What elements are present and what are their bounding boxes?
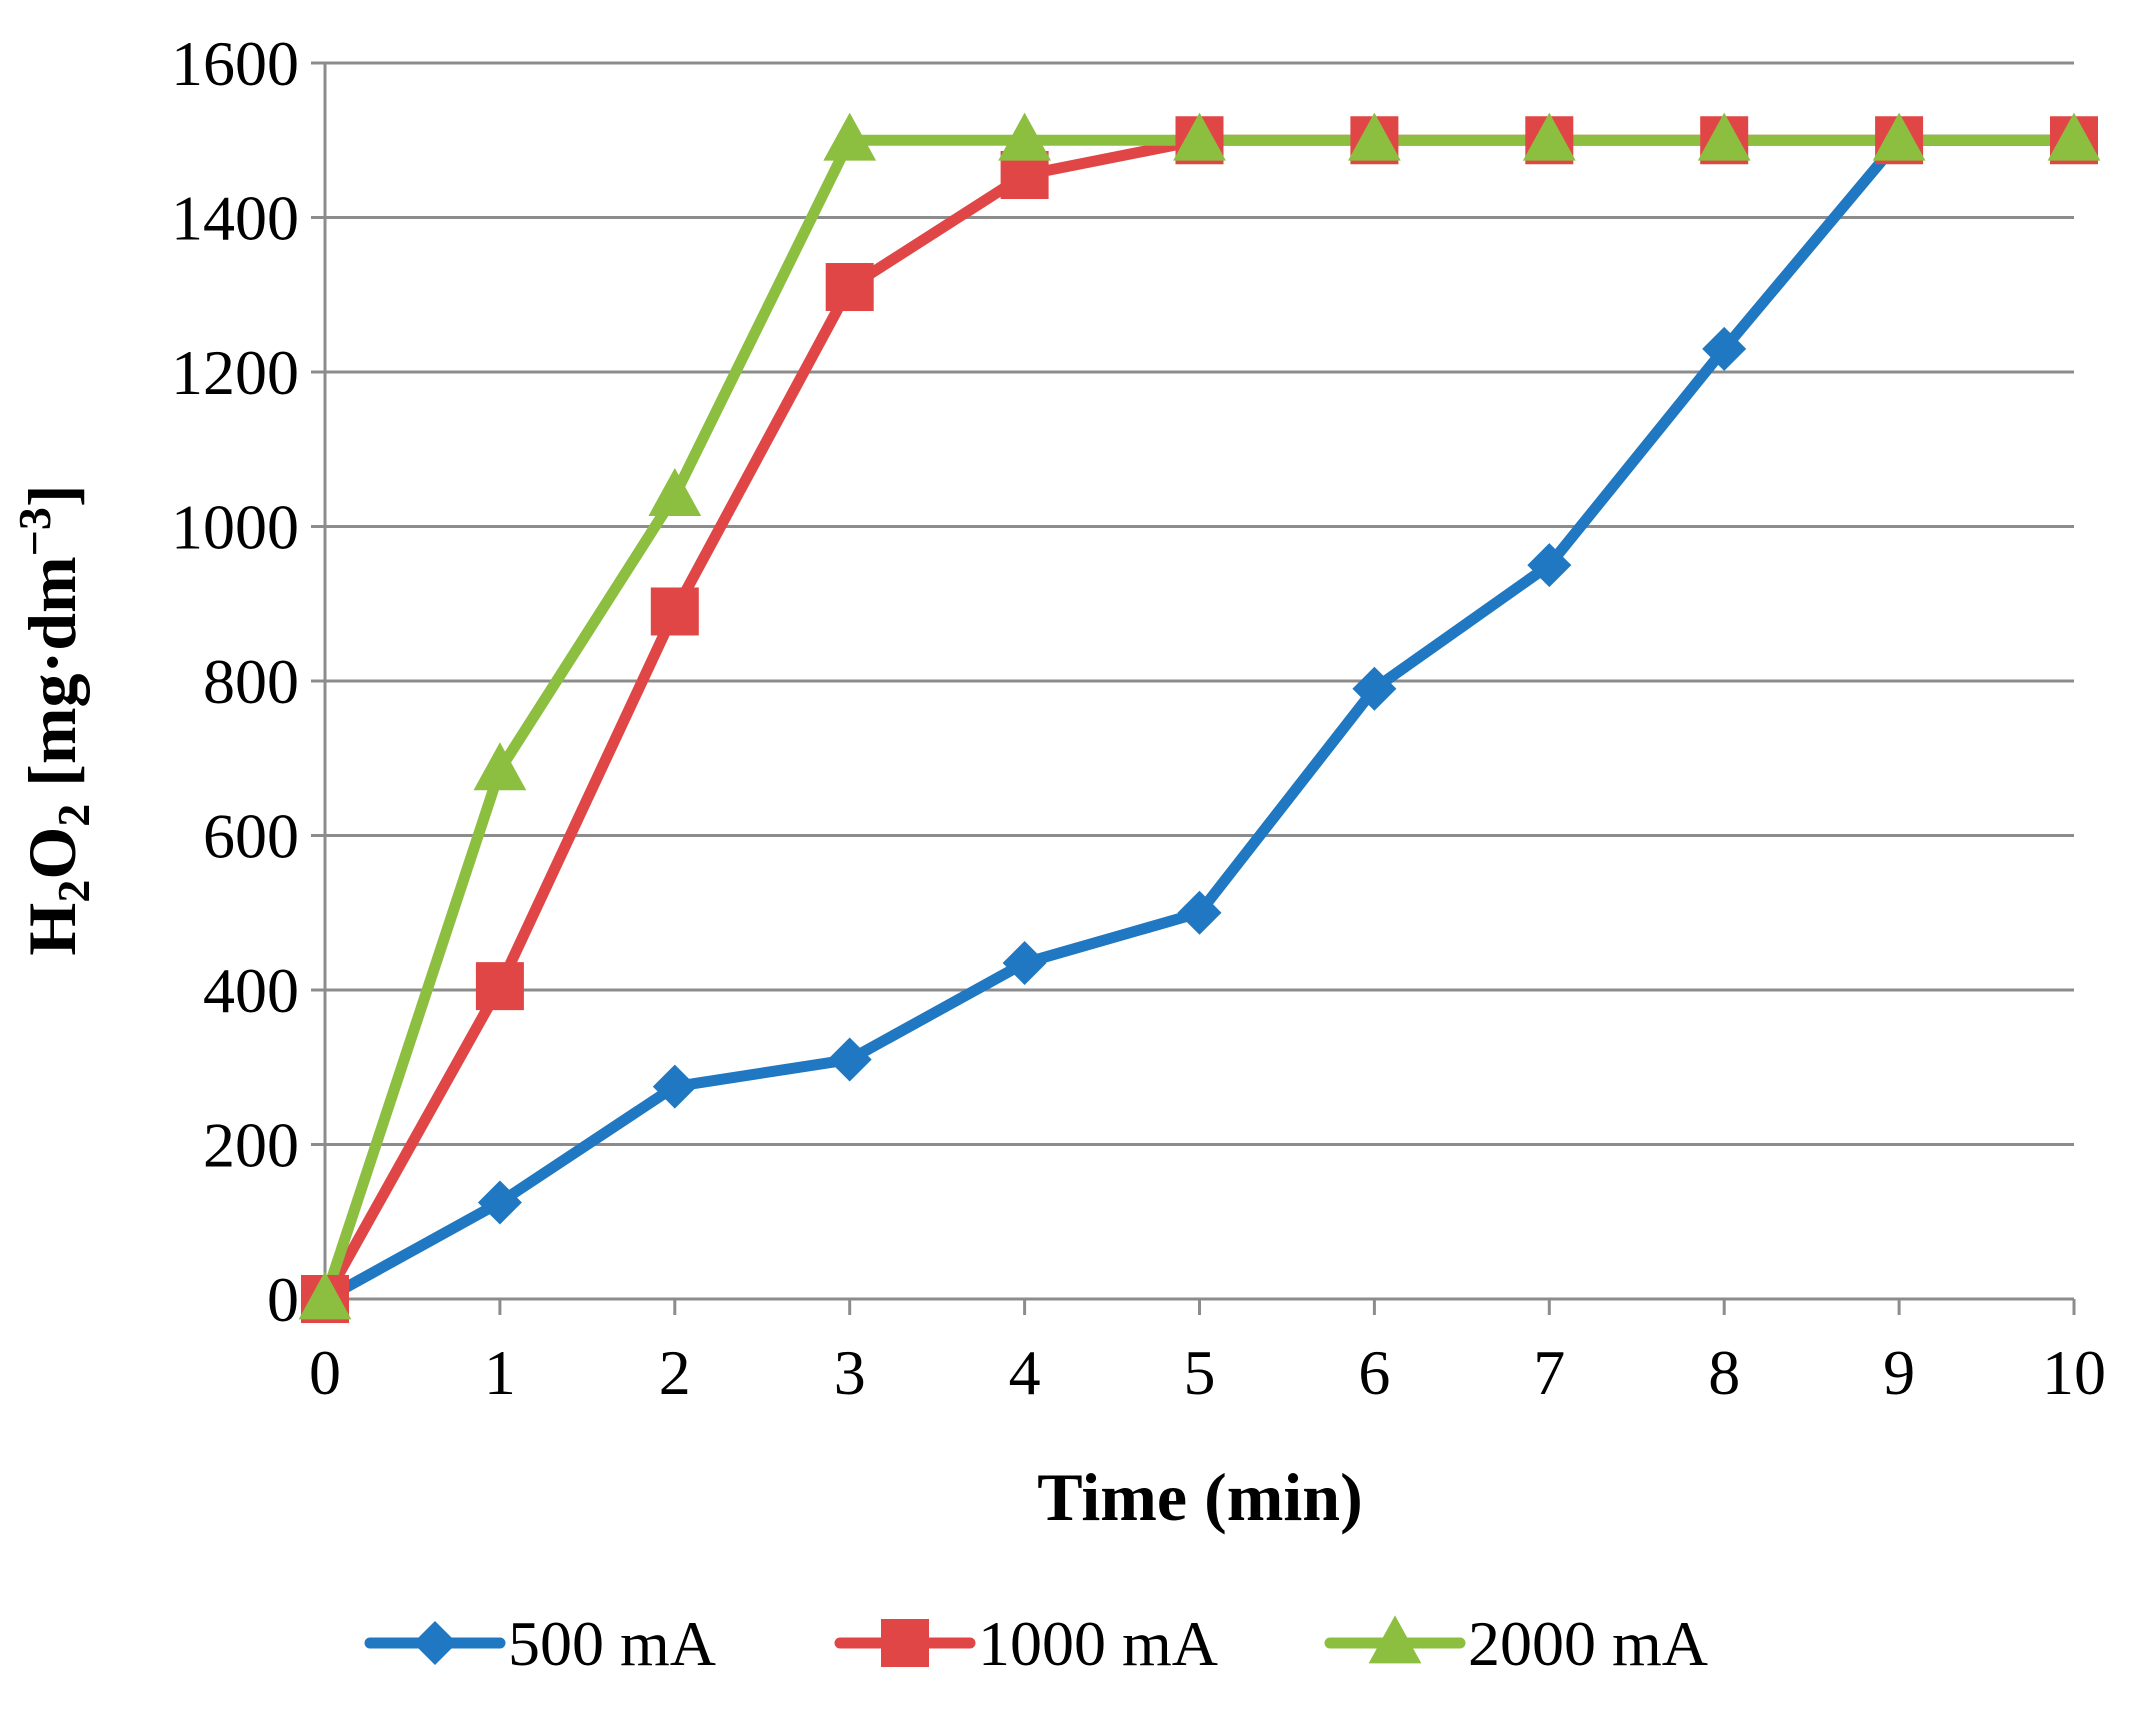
- point-2000-ma-9: [1872, 112, 1926, 161]
- point-500-ma-4: [1002, 940, 1047, 985]
- y-axis-title: H2O2 [mg·dm−3]: [9, 484, 99, 955]
- series-markers: [298, 112, 2101, 1323]
- series-line-500-ma: [319, 134, 2080, 1305]
- x-tick-label-7: 7: [1533, 1337, 1565, 1408]
- point-1000-ma-2: [650, 587, 699, 636]
- y-tick-label-400: 400: [203, 955, 299, 1026]
- point-2000-ma-8: [1697, 112, 1751, 161]
- x-tick-label-0: 0: [309, 1337, 341, 1408]
- series-lines: [319, 134, 2080, 1305]
- legend-label-2000-ma: 2000 mA: [1468, 1608, 1708, 1679]
- y-tick-label-800: 800: [203, 646, 299, 717]
- y-tick-label-1600: 1600: [171, 28, 299, 99]
- point-1000-ma-3: [825, 263, 874, 312]
- point-2000-ma-7: [1522, 112, 1576, 161]
- x-tick-label-5: 5: [1184, 1337, 1216, 1408]
- x-tick-label-4: 4: [1009, 1337, 1041, 1408]
- point-500-ma-6: [1352, 666, 1397, 711]
- point-500-ma-1: [477, 1180, 522, 1225]
- y-tick-label-1200: 1200: [171, 337, 299, 408]
- y-tick-label-0: 0: [267, 1264, 299, 1335]
- point-500-ma-2: [652, 1064, 697, 1109]
- x-tick-label-8: 8: [1708, 1337, 1740, 1408]
- x-axis-title: Time (min): [1037, 1459, 1363, 1535]
- legend-marker-2000-ma: [1368, 1615, 1422, 1664]
- point-2000-ma-6: [1348, 112, 1401, 161]
- point-500-ma-3: [827, 1037, 872, 1082]
- point-2000-ma-5: [1173, 112, 1226, 161]
- gridlines: [325, 61, 2074, 1146]
- x-tick-labels: 0 1 2 3 4 5 6 7 8 9 10: [309, 1337, 2106, 1408]
- legend: 500 mA 1000 mA 2000 mA: [364, 1608, 1708, 1679]
- x-tick-label-3: 3: [834, 1337, 866, 1408]
- legend-label-500-ma: 500 mA: [508, 1608, 716, 1679]
- axes: [311, 61, 2076, 1315]
- point-500-ma-7: [1527, 543, 1572, 588]
- legend-marker-500-ma: [413, 1621, 457, 1665]
- series-line-2000-ma: [319, 134, 2080, 1305]
- y-tick-label-600: 600: [203, 801, 299, 872]
- legend-marker-1000-ma: [881, 1619, 929, 1667]
- y-tick-label-1400: 1400: [171, 183, 299, 254]
- point-2000-ma-3: [823, 112, 877, 161]
- x-tick-label-10: 10: [2042, 1337, 2106, 1408]
- point-2000-ma-1: [473, 742, 527, 791]
- x-tick-label-6: 6: [1358, 1337, 1390, 1408]
- y-tick-label-200: 200: [203, 1110, 299, 1181]
- series-line-1000-ma: [319, 134, 2080, 1305]
- point-1000-ma-1: [475, 962, 524, 1011]
- point-2000-ma-10: [2047, 112, 2101, 161]
- y-tick-label-1000: 1000: [171, 492, 299, 563]
- point-500-ma-5: [1177, 890, 1222, 935]
- point-2000-ma-4: [998, 112, 1051, 161]
- y-tick-labels: 0 200 400 600 800 1000 1200 1400 1600: [171, 28, 299, 1335]
- legend-label-1000-ma: 1000 mA: [978, 1608, 1218, 1679]
- x-tick-label-2: 2: [659, 1337, 691, 1408]
- point-2000-ma-2: [648, 468, 702, 516]
- x-tick-label-9: 9: [1883, 1337, 1915, 1408]
- point-2000-ma-0: [298, 1271, 352, 1320]
- x-tick-label-1: 1: [484, 1337, 516, 1408]
- point-500-ma-8: [1702, 326, 1747, 371]
